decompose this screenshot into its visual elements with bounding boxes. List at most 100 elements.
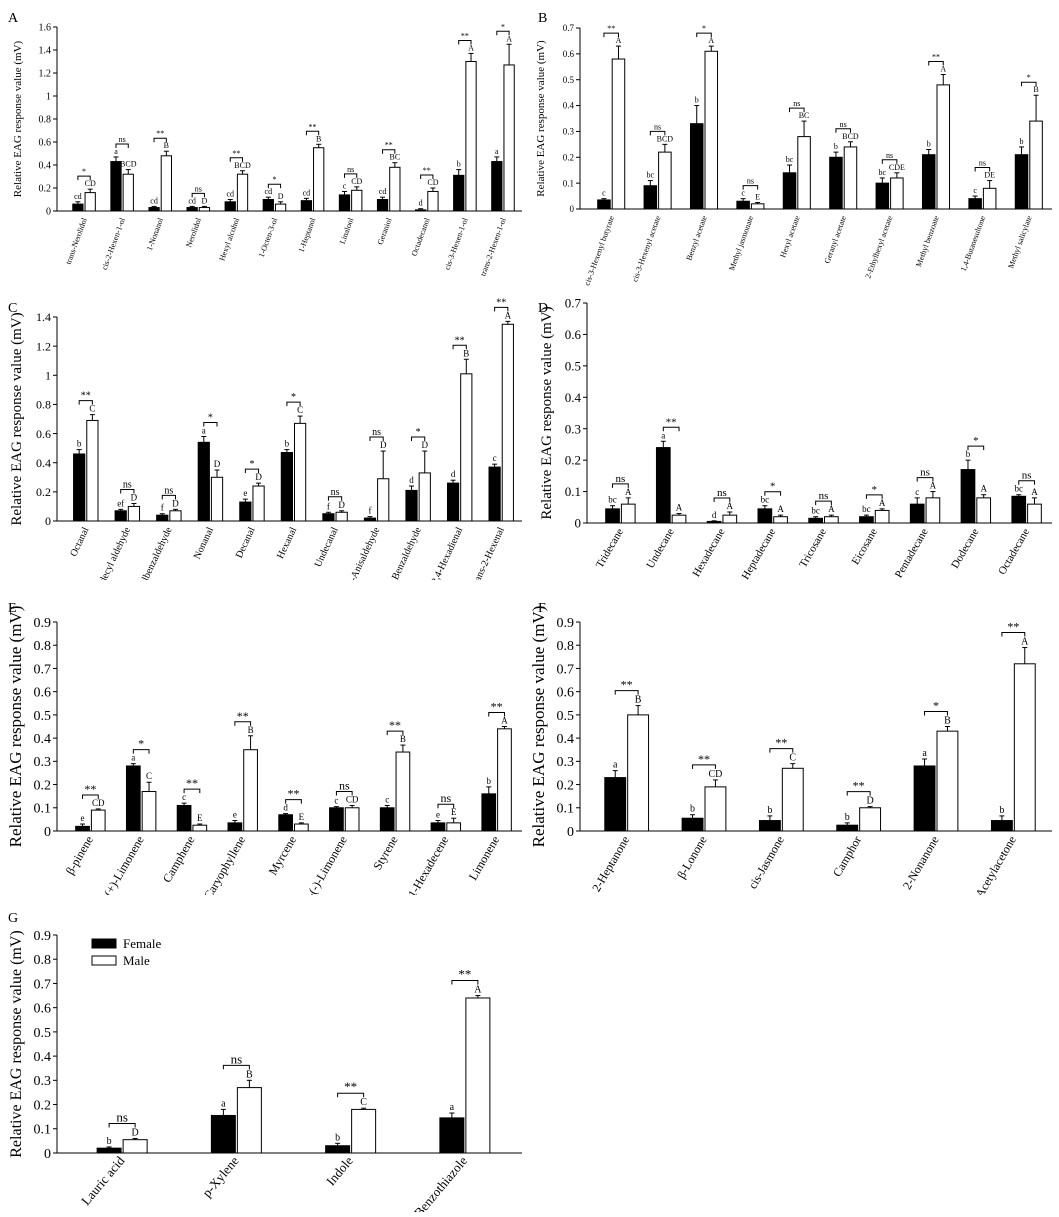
significance-bracket — [132, 749, 150, 754]
significance-label: * — [501, 22, 505, 31]
bar-female — [114, 510, 127, 522]
letter-female: a — [661, 430, 665, 440]
significance-bracket — [789, 107, 805, 113]
x-tick-label: β-pinene — [63, 834, 96, 877]
y-tick-label: 0.8 — [39, 115, 52, 126]
y-tick-label: 0.6 — [39, 138, 52, 149]
bar-male — [1029, 120, 1043, 210]
x-tick-label: Methyl salicylate — [1006, 214, 1034, 269]
bar-female — [681, 817, 704, 832]
y-tick-label: 0.8 — [34, 639, 52, 654]
significance-bracket — [244, 468, 260, 474]
letter-male: D — [866, 796, 873, 807]
legend-swatch-male — [91, 955, 117, 966]
x-tick-label: Undecane — [644, 526, 676, 570]
x-tick-label: Hexyl acetate — [778, 214, 802, 259]
letter-female: c — [602, 189, 606, 198]
y-tick-label: 0.2 — [34, 778, 52, 793]
significance-label: ** — [455, 335, 465, 346]
letter-male: BCD — [657, 134, 674, 143]
significance-bracket — [369, 436, 384, 442]
significance-bracket — [267, 183, 282, 189]
bar-female — [706, 520, 722, 524]
bar-male — [465, 997, 491, 1154]
x-tick-label: Decanal — [234, 525, 258, 560]
letter-female: a — [495, 147, 499, 156]
letter-female: bc — [761, 495, 770, 505]
panel-f: F 0 0.1 0.2 0.3 0.4 0.5 0.6 0.7 0.8 0.9 Relative EA… — [529, 590, 1059, 900]
y-tick-label: 0.7 — [565, 296, 582, 311]
y-tick-label: 0.4 — [34, 732, 52, 747]
significance-bracket — [815, 500, 832, 506]
significance-label: ns — [164, 485, 173, 496]
bar-female — [379, 807, 395, 832]
letter-female: b — [834, 142, 838, 151]
letter-female: d — [409, 475, 414, 485]
significance-bracket — [115, 143, 129, 148]
bar-male — [890, 177, 904, 210]
bar-female — [338, 194, 351, 212]
significance-bracket — [764, 491, 782, 496]
significance-bracket — [612, 483, 629, 488]
bar-female — [488, 466, 501, 522]
y-tick-label: 0.6 — [563, 49, 575, 59]
significance-bracket — [692, 764, 716, 769]
bar-female — [376, 199, 389, 212]
bar-male — [1013, 663, 1036, 832]
letter-male: CD — [351, 177, 362, 186]
bar-male — [418, 472, 431, 522]
significance-bracket — [183, 788, 201, 794]
letter-male: D — [380, 440, 387, 450]
x-tick-label: Eicosane — [850, 526, 880, 566]
bar-female — [481, 793, 497, 832]
letter-female: c — [182, 792, 186, 802]
significance-label: ns — [920, 467, 930, 479]
bar-female — [491, 161, 503, 212]
x-tick-label: Octadecanol — [410, 216, 432, 257]
bar-male — [773, 516, 788, 524]
letter-female: e — [436, 810, 440, 820]
letter-male: B — [400, 734, 406, 744]
significance-label: ns — [116, 1109, 128, 1124]
letter-male: CD — [346, 794, 359, 804]
bar-male — [925, 497, 941, 524]
bar-male — [658, 151, 672, 210]
significance-bracket — [928, 61, 944, 66]
letter-female: a — [131, 753, 135, 763]
bar-male — [243, 749, 258, 832]
letter-male: A — [474, 985, 482, 996]
letter-male: CD — [85, 179, 96, 188]
x-tick-label: trans-2-Hexenal — [470, 525, 507, 580]
significance-bracket — [82, 794, 99, 799]
significance-bracket — [494, 306, 509, 312]
significance-label: * — [208, 412, 213, 423]
y-tick-label: 0.4 — [36, 456, 51, 470]
letter-male: E — [299, 812, 305, 822]
x-tick-label: Tricosane — [797, 526, 829, 569]
letter-female: cd — [265, 187, 273, 196]
chart-e: E 0 0.1 0.2 0.3 0.4 0.5 0.6 0.7 0.8 0.9 Relative EA… — [6, 601, 522, 916]
letter-male: B — [944, 716, 951, 727]
y-axis-label: Relative EAG response value (mV) — [530, 606, 548, 848]
letter-female: ef — [117, 498, 124, 508]
x-tick-label: Lauric acid — [78, 1153, 128, 1208]
significance-bracket — [78, 400, 93, 405]
y-tick-label: 0 — [575, 516, 582, 531]
letter-female: a — [202, 425, 206, 435]
letter-female: b — [487, 776, 492, 786]
x-tick-label: 2-Heptanone — [589, 834, 632, 895]
chart-a: A 0 0.2 0.4 0.6 0.8 1 1.2 1.4 1.6 Relative EAG res… — [8, 11, 522, 277]
letter-female: bc — [879, 168, 887, 177]
significance-label: ns — [1022, 470, 1032, 482]
letter-female: b — [690, 804, 695, 815]
y-tick-label: 0.7 — [563, 23, 575, 33]
significance-bracket — [881, 159, 898, 164]
letter-female: b — [457, 160, 461, 169]
letter-female: b — [767, 805, 772, 816]
letter-male: E — [197, 813, 203, 823]
bar-male — [704, 786, 727, 832]
bar-female — [325, 1145, 351, 1154]
letter-male: D — [338, 500, 345, 510]
y-tick-label: 0.4 — [39, 161, 52, 172]
bar-male — [169, 510, 182, 522]
